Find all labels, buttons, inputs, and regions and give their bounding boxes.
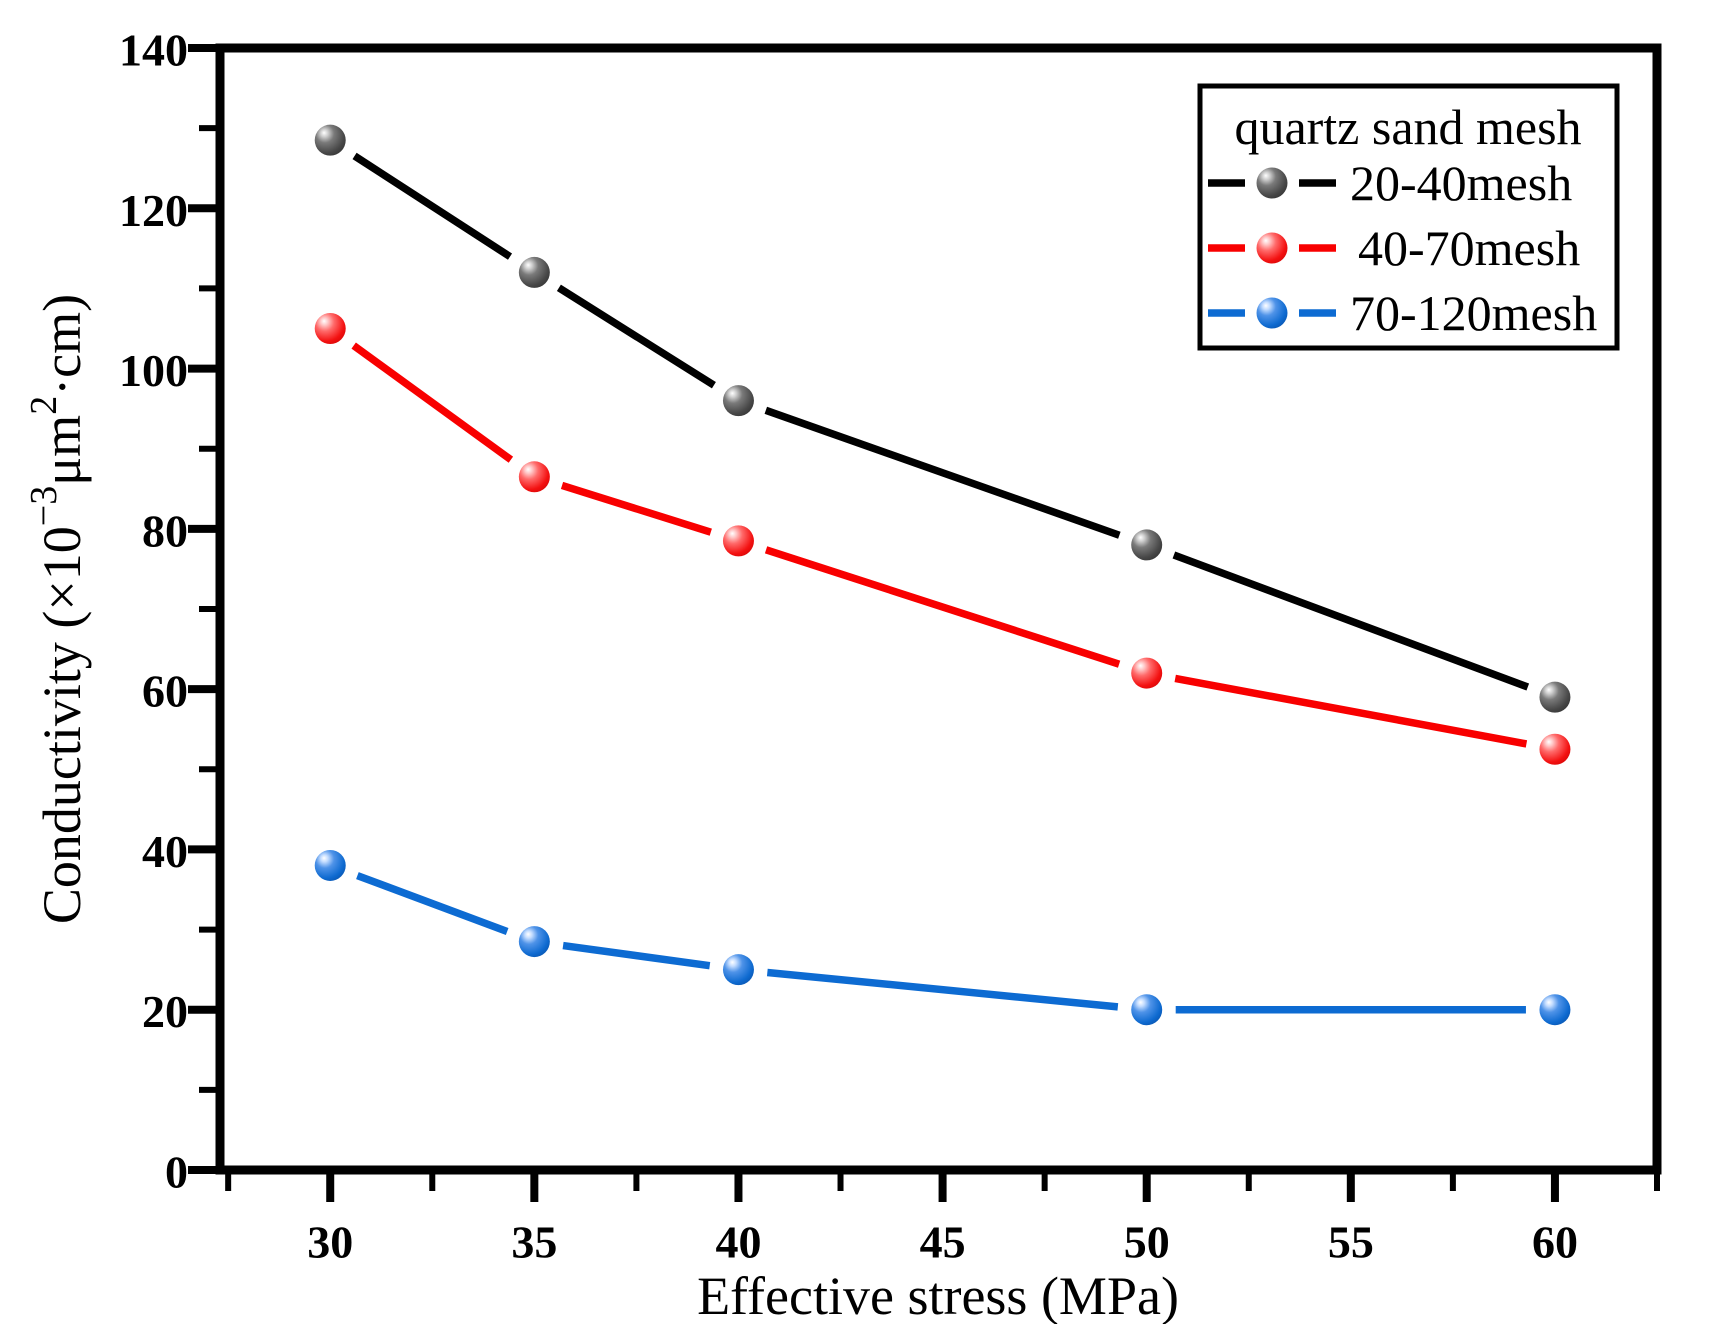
data-point-marker-20-40mesh <box>722 385 754 417</box>
axes-layer: 30 35 40 45 50 55 60 0 20 40 60 80 100 120 140 <box>119 25 1662 1268</box>
legend-entry-40-70mesh <box>1208 232 1336 264</box>
x-tick-label: 40 <box>715 1217 761 1268</box>
x-tick-label: 45 <box>920 1217 966 1268</box>
legend-label-70-120mesh: 70-120mesh <box>1350 285 1597 341</box>
y-axis-title: Conductivity (×10−3μm2·cm) <box>23 294 92 924</box>
series-line-segment <box>556 284 716 389</box>
legend-marker-40-70mesh <box>1256 232 1288 264</box>
y-tick-label: 120 <box>119 185 188 236</box>
legend-marker-70-120mesh <box>1256 297 1288 329</box>
series-line-segment <box>560 481 712 536</box>
data-point-marker-20-40mesh <box>314 124 346 156</box>
y-tick-label: 140 <box>119 25 188 76</box>
x-tick-label: 55 <box>1328 1217 1374 1268</box>
series-line-segment <box>352 152 513 260</box>
data-point-marker-70-120mesh <box>1131 994 1163 1026</box>
y-title-superscript: −3 <box>23 486 65 526</box>
x-tick-label: 30 <box>307 1217 353 1268</box>
plot-border <box>215 43 1662 1175</box>
data-point-marker-40-70mesh <box>314 313 346 344</box>
y-tick-label: 20 <box>142 986 188 1037</box>
y-tick-label: 80 <box>142 505 188 556</box>
legend-title: quartz sand mesh <box>1234 99 1581 155</box>
data-point-marker-40-70mesh <box>1539 733 1571 765</box>
y-title-text: Conductivity (×10 <box>32 526 92 924</box>
x-tick-label: 50 <box>1124 1217 1170 1268</box>
y-title-text: μm <box>32 415 92 486</box>
data-point-marker-70-120mesh <box>1539 994 1571 1026</box>
y-title-text: ·cm) <box>32 294 92 396</box>
data-point-marker-70-120mesh <box>518 926 550 958</box>
y-tick-label: 100 <box>119 345 188 396</box>
legend-entry-20-40mesh <box>1208 167 1336 199</box>
data-point-marker-20-40mesh <box>518 256 550 288</box>
legend-label-20-40mesh: 20-40mesh <box>1350 155 1572 211</box>
legend-marker-20-40mesh <box>1256 167 1288 199</box>
series-line-segment <box>356 872 509 935</box>
data-point-marker-40-70mesh <box>1131 657 1163 689</box>
series-20-40mesh <box>314 124 1571 713</box>
y-tick-label: 0 <box>165 1147 188 1198</box>
series-40-70mesh <box>314 313 1571 765</box>
legend-label-40-70mesh: 40-70mesh <box>1358 220 1580 276</box>
series-line-segment <box>764 406 1121 539</box>
series-line-segment <box>1172 551 1530 691</box>
series-line-segment <box>351 342 514 463</box>
x-tick-label: 60 <box>1532 1217 1578 1268</box>
data-point-marker-40-70mesh <box>722 525 754 557</box>
series-70-120mesh <box>314 849 1571 1026</box>
data-point-marker-70-120mesh <box>722 954 754 986</box>
data-point-marker-70-120mesh <box>314 849 346 881</box>
data-point-marker-20-40mesh <box>1539 681 1571 713</box>
y-title-superscript: 2 <box>23 396 65 415</box>
y-tick-label: 60 <box>142 666 188 717</box>
data-point-marker-20-40mesh <box>1131 529 1163 561</box>
legend: quartz sand mesh 20-40mesh 40-70mesh 70-… <box>1197 83 1620 351</box>
x-axis-title: Effective stress (MPa) <box>697 1266 1179 1324</box>
series-line-segment <box>764 546 1121 668</box>
legend-entry-70-120mesh <box>1208 297 1336 329</box>
data-point-marker-40-70mesh <box>518 461 550 493</box>
legend-swatches <box>1208 167 1336 329</box>
x-tick-label: 35 <box>511 1217 557 1268</box>
series-line-segment <box>766 968 1119 1011</box>
series-layer <box>314 124 1571 1026</box>
series-line-segment <box>562 941 711 970</box>
y-tick-label: 40 <box>142 826 188 877</box>
series-line-segment <box>1174 674 1528 748</box>
